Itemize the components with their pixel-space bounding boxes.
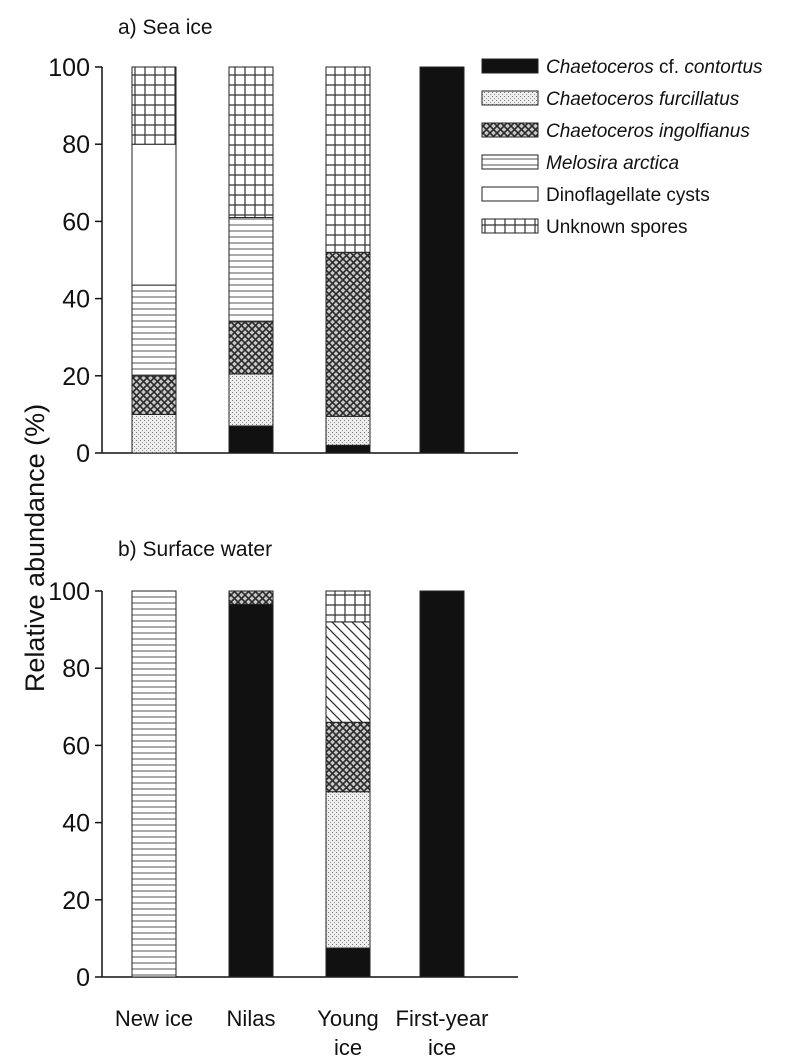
legend-swatch-grid	[481, 218, 539, 234]
bar-segment-first-year-ice-chaetoceros-cf-contortus	[419, 590, 465, 978]
legend-label-plain: cf.	[654, 57, 685, 78]
legend-label-plain: Dinoflagellate cysts	[546, 185, 710, 206]
legend-label: Chaetoceros furcillatus	[546, 89, 740, 110]
legend: Chaetoceros cf. contortus Chaetoceros fur…	[481, 57, 763, 238]
y-tick-label: 40	[62, 810, 90, 838]
bar-segment-new-ice-chaetoceros-ingolfianus	[131, 375, 177, 415]
legend-label: Chaetoceros cf. contortus	[546, 57, 763, 78]
y-tick-label: 0	[76, 964, 90, 992]
y-tick-label: 60	[62, 208, 90, 236]
y-tick-label: 0	[76, 440, 90, 468]
bar-segment-new-ice-dinoflagellate-cysts	[131, 143, 177, 286]
bar-segment-young-ice-unknown-spores	[325, 66, 371, 253]
bar-segment-nilas-melosira-arctica	[228, 217, 274, 323]
y-tick-label: 20	[62, 887, 90, 915]
legend-label: Melosira arctica	[546, 153, 679, 174]
bar-segment-young-ice-unknown-spores	[325, 590, 371, 623]
panel-title-surface-water: b) Surface water	[118, 538, 272, 561]
panel-surface-water: b) Surface water 0 20 40 60 80 100	[48, 538, 518, 992]
bar-segment-young-ice-chaetoceros-ingolfianus	[325, 251, 371, 417]
bar-segment-nilas-chaetoceros-furcillatus	[228, 373, 274, 427]
bar-segment-young-ice-chaetoceros-ingolfianus	[325, 721, 371, 793]
legend-label-italic: Chaetoceros furcillatus	[546, 89, 740, 110]
y-tick-label: 80	[62, 131, 90, 159]
bar-segment-nilas-chaetoceros-cf-contortus	[228, 425, 274, 454]
bar-segment-nilas-unknown-spores	[228, 66, 274, 219]
y-tick-label: 80	[62, 655, 90, 683]
bar-segment-first-year-ice-chaetoceros-cf-contortus	[419, 66, 465, 454]
y-tick-label: 100	[48, 578, 90, 606]
panel-title-sea-ice: a) Sea ice	[118, 16, 213, 39]
legend-label-plain: Unknown spores	[546, 217, 688, 238]
bar-segment-young-ice-diagonal	[325, 621, 371, 723]
bar-segment-young-ice-chaetoceros-cf-contortus	[325, 947, 371, 978]
legend-swatch-crosshatch	[481, 122, 539, 138]
y-tick-label: 20	[62, 363, 90, 391]
bar-segment-nilas-chaetoceros-ingolfianus	[228, 590, 274, 606]
x-category-label-line2: ice	[334, 1035, 362, 1060]
x-category-label: Young	[317, 1006, 379, 1031]
y-tick-label: 40	[62, 286, 90, 314]
x-category-label-line2: ice	[428, 1035, 456, 1060]
legend-label: Dinoflagellate cysts	[546, 185, 710, 206]
x-category-label: New ice	[115, 1006, 193, 1031]
bar-segment-nilas-chaetoceros-ingolfianus	[228, 321, 274, 375]
bar-segment-young-ice-chaetoceros-furcillatus	[325, 415, 371, 446]
legend-label-italic: Melosira arctica	[546, 153, 679, 174]
bar-segment-young-ice-chaetoceros-cf-contortus	[325, 444, 371, 454]
legend-swatch-dots	[481, 90, 539, 106]
legend-swatch-open	[481, 186, 539, 202]
bar-segment-nilas-chaetoceros-cf-contortus	[228, 604, 274, 978]
bar-segment-young-ice-chaetoceros-furcillatus	[325, 791, 371, 949]
x-category-label: First-year	[396, 1006, 489, 1031]
y-tick-label: 60	[62, 732, 90, 760]
legend-label-italic: Chaetoceros ingolfianus	[546, 121, 750, 142]
legend-label: Unknown spores	[546, 217, 688, 238]
legend-label-italic: Chaetoceros	[546, 57, 654, 78]
bar-segment-new-ice-melosira-arctica	[131, 284, 177, 377]
x-category-label: Nilas	[227, 1006, 276, 1031]
legend-swatch-horizontal	[481, 154, 539, 170]
legend-label: Chaetoceros ingolfianus	[546, 121, 750, 142]
panel-sea-ice: a) Sea ice 0 20 40 60 80 100	[48, 16, 518, 468]
y-tick-label: 100	[48, 54, 90, 82]
bar-segment-new-ice-unknown-spores	[131, 66, 177, 145]
bar-segment-new-ice-chaetoceros-furcillatus	[131, 413, 177, 454]
legend-label-italic: contortus	[684, 57, 763, 78]
legend-swatch-solid	[481, 58, 539, 74]
y-axis-label: Relative abundance (%)	[20, 404, 50, 692]
bar-segment-new-ice-melosira-arctica	[131, 590, 177, 978]
x-category-labels: New ice Nilas Young ice First-year ice	[115, 1006, 489, 1060]
